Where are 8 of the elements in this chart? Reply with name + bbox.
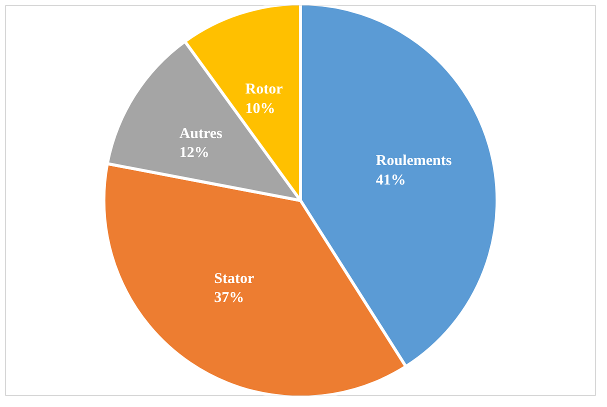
data-label: 41%: [376, 172, 406, 188]
data-label: 10%: [245, 100, 276, 117]
slice-label: Rotor: [245, 82, 284, 98]
slice-label: Stator: [214, 270, 255, 287]
slice-label: Autres: [179, 126, 223, 142]
slice-label: Roulements: [376, 153, 452, 170]
data-label: 37%: [214, 290, 244, 306]
data-label: 12%: [179, 145, 210, 162]
